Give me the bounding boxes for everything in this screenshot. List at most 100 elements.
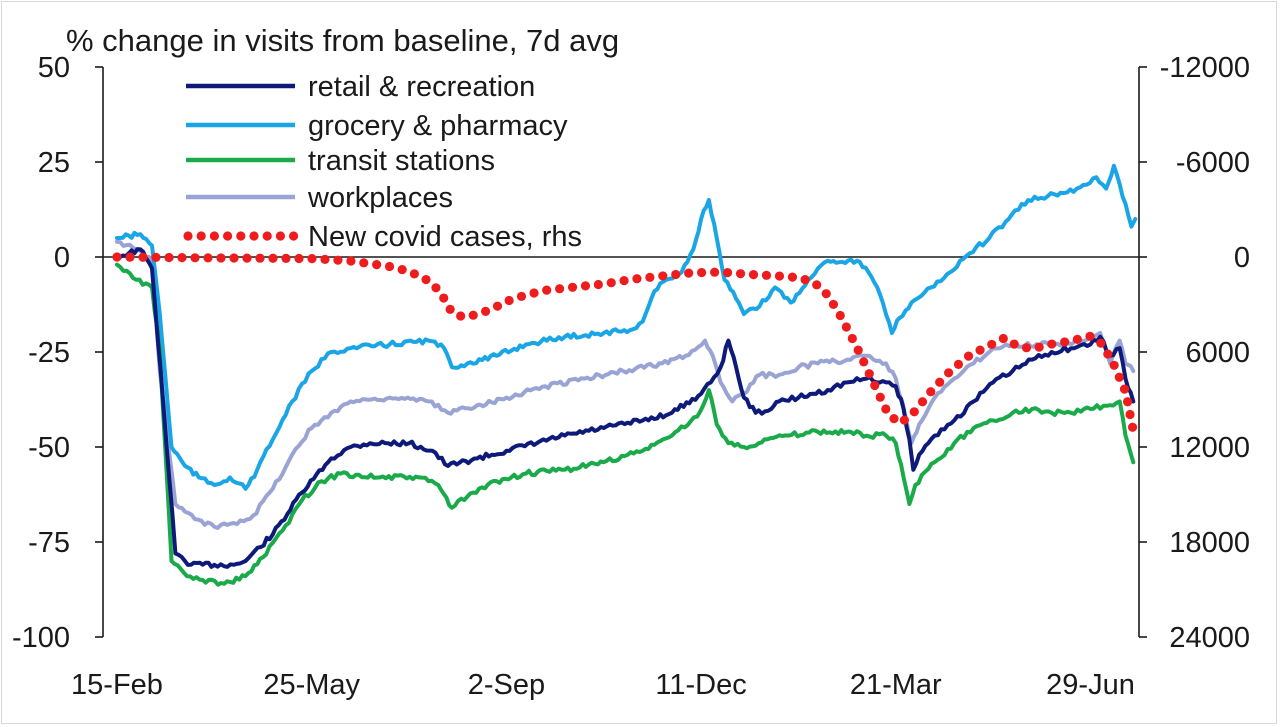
series-point bbox=[216, 253, 226, 263]
series-new-covid-cases-rhs bbox=[112, 252, 1138, 432]
legend-swatch-new-covid-cases-rhs bbox=[275, 231, 285, 241]
series-point bbox=[606, 278, 616, 288]
legend-label-workplaces: workplaces bbox=[307, 182, 453, 214]
series-point bbox=[456, 311, 466, 321]
series-point bbox=[953, 359, 964, 369]
series-point bbox=[859, 357, 869, 367]
series-point bbox=[684, 268, 694, 278]
y-left-tick-label: 50 bbox=[38, 52, 70, 84]
series-point bbox=[112, 252, 122, 262]
series-point bbox=[697, 267, 707, 278]
y-left-tick-label: -25 bbox=[28, 337, 70, 369]
series-point bbox=[1109, 360, 1119, 370]
x-tick-label: 11-Dec bbox=[655, 669, 746, 701]
series-point bbox=[125, 252, 135, 262]
series-point bbox=[504, 295, 514, 306]
legend: retail & recreation grocery & pharmacytra… bbox=[183, 71, 582, 253]
axes: 50 25 0 -25 -50 -75 -100 -12000 -6000 0 6000 12000 1… bbox=[12, 52, 1250, 701]
legend-label-grocery-pharmacy: grocery & pharmacy bbox=[308, 110, 568, 142]
legend-swatch-new-covid-cases-rhs bbox=[236, 231, 246, 241]
series-point bbox=[1021, 343, 1032, 353]
series-point bbox=[812, 280, 822, 290]
series-point bbox=[307, 254, 317, 264]
series-point bbox=[909, 407, 919, 417]
series-transit-stations bbox=[115, 262, 1136, 587]
series-point bbox=[1127, 422, 1138, 432]
series-point bbox=[889, 414, 899, 424]
y-right-tick-label: 6000 bbox=[1185, 337, 1250, 369]
legend-swatch-new-covid-cases-rhs bbox=[196, 231, 206, 241]
series-point bbox=[431, 283, 441, 293]
series-point bbox=[870, 380, 880, 391]
series-point bbox=[151, 252, 161, 262]
series-point bbox=[164, 252, 174, 263]
series-point bbox=[963, 351, 974, 361]
series-point bbox=[593, 279, 603, 290]
y-left-tick-label: 25 bbox=[38, 147, 70, 179]
series-point bbox=[1122, 397, 1133, 407]
series-point bbox=[1114, 372, 1124, 382]
legend-swatch-new-covid-cases-rhs bbox=[183, 231, 193, 241]
y-left-tick-label: -50 bbox=[28, 432, 70, 464]
series-grocery-pharmacy bbox=[115, 163, 1138, 491]
legend-swatch-new-covid-cases-rhs bbox=[262, 231, 272, 241]
series-point bbox=[1119, 384, 1130, 394]
series-point bbox=[722, 268, 733, 278]
series-point bbox=[555, 284, 565, 294]
series-point bbox=[821, 289, 831, 299]
y-right-tick-label: 24000 bbox=[1169, 622, 1250, 654]
series-point bbox=[255, 253, 265, 263]
x-tick-label: 21-Mar bbox=[850, 669, 942, 701]
series-point bbox=[529, 288, 539, 298]
series-point bbox=[847, 333, 857, 344]
series-point bbox=[397, 264, 407, 275]
series-point bbox=[835, 310, 845, 321]
series-point bbox=[787, 272, 798, 282]
series-point bbox=[177, 253, 187, 263]
series-point bbox=[346, 256, 356, 266]
series-point bbox=[320, 254, 330, 264]
series-point bbox=[229, 253, 239, 263]
series-point bbox=[935, 377, 945, 387]
series-point bbox=[828, 299, 839, 310]
series-point bbox=[445, 304, 455, 314]
series-point bbox=[1034, 342, 1044, 352]
series-point bbox=[632, 274, 642, 284]
y-right-tick-label: -12000 bbox=[1160, 52, 1250, 84]
y-right-tick-label: 18000 bbox=[1169, 527, 1250, 559]
legend-label-retail-recreation: retail & recreation bbox=[308, 71, 535, 103]
series-point bbox=[516, 291, 527, 302]
series-point bbox=[944, 368, 954, 378]
series-point bbox=[203, 253, 213, 263]
series-point bbox=[468, 310, 478, 320]
series-point bbox=[998, 333, 1008, 344]
legend-swatch-new-covid-cases-rhs bbox=[223, 231, 233, 241]
series-point bbox=[864, 369, 874, 379]
series-point bbox=[1009, 339, 1019, 349]
series-point bbox=[384, 261, 395, 272]
series-retail-recreation bbox=[115, 247, 1136, 569]
legend-swatch-new-covid-cases-rhs bbox=[289, 231, 299, 241]
series-point bbox=[710, 267, 720, 277]
series-point bbox=[645, 272, 655, 282]
x-tick-label: 25-May bbox=[263, 669, 360, 701]
x-tick-label: 29-Jun bbox=[1046, 669, 1135, 701]
series-point bbox=[1047, 339, 1057, 349]
series-point bbox=[242, 253, 252, 263]
series-point bbox=[774, 271, 785, 281]
series-point bbox=[658, 271, 668, 281]
series-point bbox=[800, 275, 810, 285]
legend-label-new-covid-cases-rhs: New covid cases, rhs bbox=[308, 221, 582, 253]
series-point bbox=[975, 345, 985, 355]
series-point bbox=[875, 392, 885, 402]
series-point bbox=[439, 293, 449, 303]
y-right-tick-label: -6000 bbox=[1176, 147, 1250, 179]
series-point bbox=[1103, 349, 1113, 359]
series-point bbox=[735, 269, 746, 279]
series-point bbox=[841, 322, 851, 332]
series-point bbox=[881, 404, 891, 414]
series-point bbox=[748, 270, 759, 280]
series-point bbox=[1125, 409, 1135, 420]
